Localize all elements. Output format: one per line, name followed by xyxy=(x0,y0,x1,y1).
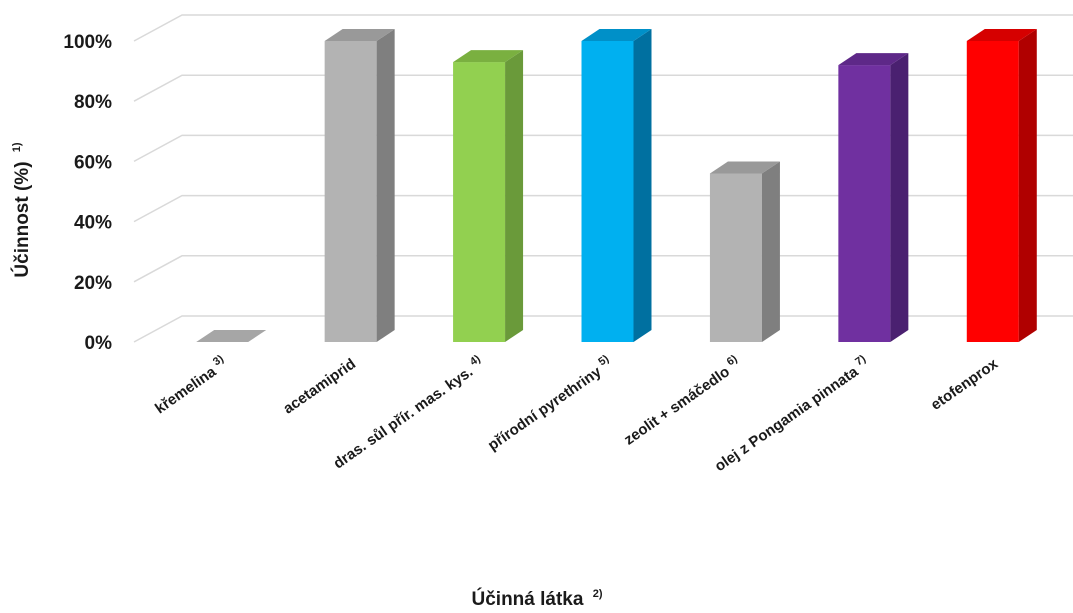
x-category-label: zeolit + smáčedlo6) xyxy=(619,353,744,449)
x-category-note: 5) xyxy=(596,353,611,369)
bar-front xyxy=(453,62,506,342)
x-category-label: křemelina3) xyxy=(150,353,230,418)
bar xyxy=(838,53,909,342)
x-category-note: 7) xyxy=(853,353,868,369)
bar-top xyxy=(966,29,1037,41)
bar-top xyxy=(196,330,267,342)
bar xyxy=(709,161,780,342)
x-category-label: etofenprox xyxy=(928,355,1002,414)
y-axis-title-text: Účinnost (%) xyxy=(11,161,33,277)
bars xyxy=(196,29,1037,342)
y-axis-ticks: 0% 20% 40% 60% 80% 100% xyxy=(63,32,112,354)
y-tick-label: 20% xyxy=(74,273,112,294)
bar xyxy=(581,29,652,342)
x-category-text: etofenprox xyxy=(928,355,1002,414)
y-tick-label: 40% xyxy=(74,213,112,234)
bar xyxy=(453,50,524,342)
gridline xyxy=(133,315,1073,343)
bar-top xyxy=(453,50,524,63)
bar-front xyxy=(709,173,762,342)
x-category-note: 3) xyxy=(211,353,226,369)
bar xyxy=(196,330,267,342)
y-axis-title: Účinnost (%) 1) xyxy=(11,142,33,278)
bar xyxy=(324,29,395,342)
bar-top xyxy=(709,161,780,174)
y-axis-title-note: 1) xyxy=(11,142,23,152)
x-category-note: 4) xyxy=(468,353,483,369)
y-tick-label: 80% xyxy=(74,92,112,113)
bar-top xyxy=(324,29,395,41)
gridline xyxy=(133,14,1073,42)
gridline xyxy=(133,255,1073,283)
bar-side xyxy=(633,29,652,342)
x-axis-title-note: 2) xyxy=(593,588,603,600)
bar-side xyxy=(505,50,524,342)
x-category-note: 6) xyxy=(725,353,740,369)
x-category-text: dras. sůl přír. mas. kys. xyxy=(330,363,476,472)
bar-side xyxy=(761,161,780,342)
bar-front xyxy=(838,65,891,342)
y-tick-label: 0% xyxy=(85,333,113,354)
gridline xyxy=(133,194,1073,223)
bar-front xyxy=(581,41,634,342)
x-axis-title-text: Účinná látka xyxy=(472,588,584,610)
x-category-text: křemelina xyxy=(152,363,220,417)
x-category-text: zeolit + smáčedlo xyxy=(621,363,733,448)
bar-front xyxy=(324,41,377,342)
x-axis-title: Účinná látka 2) xyxy=(472,588,603,610)
gridline xyxy=(133,134,1073,163)
gridline xyxy=(133,74,1073,102)
bar xyxy=(966,29,1037,342)
bar-side xyxy=(890,53,909,342)
gridlines xyxy=(133,14,1073,343)
y-tick-label: 60% xyxy=(74,152,112,173)
bar-side xyxy=(1018,29,1037,342)
bar-top xyxy=(581,29,652,41)
x-category-text: acetamiprid xyxy=(280,355,359,417)
x-category-text: přírodní pyrethriny xyxy=(485,363,605,454)
x-category-label: přírodní pyrethriny5) xyxy=(483,353,616,454)
bar-top xyxy=(838,53,909,66)
x-category-text: olej z Pongamia pinnata xyxy=(712,363,862,475)
x-category-label: acetamiprid xyxy=(280,355,359,417)
x-category-label: olej z Pongamia pinnata7) xyxy=(710,353,873,475)
bar-side xyxy=(376,29,395,342)
y-tick-label: 100% xyxy=(63,32,112,53)
bar-front xyxy=(966,41,1019,342)
